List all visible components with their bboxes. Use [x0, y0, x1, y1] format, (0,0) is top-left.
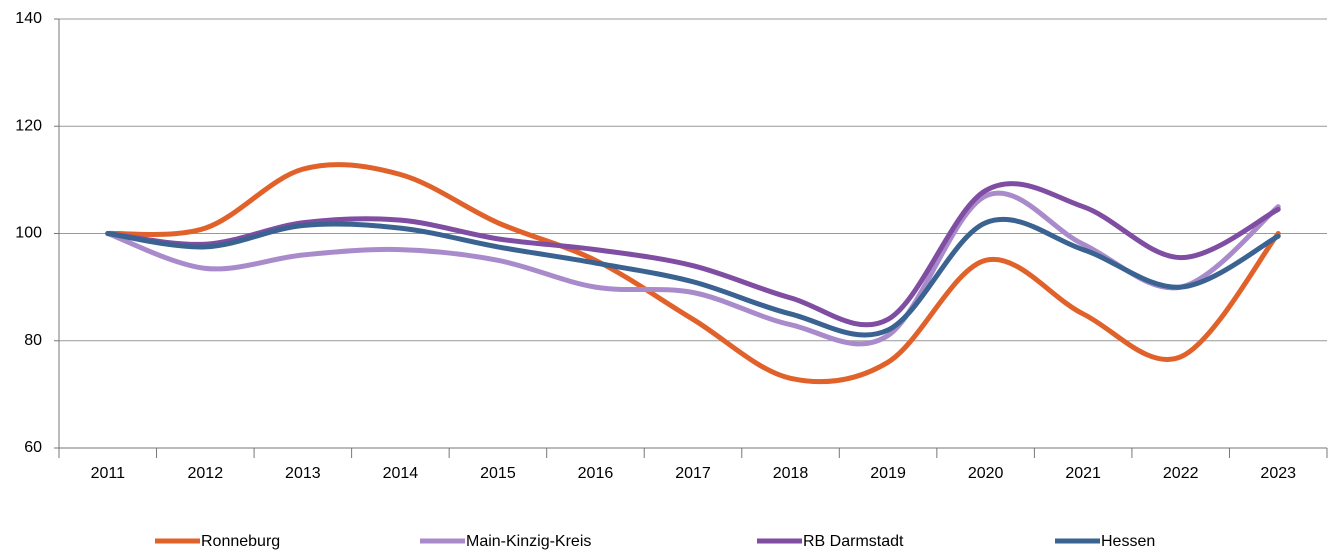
x-tick-label: 2017: [675, 465, 711, 482]
legend-label: Main-Kinzig-Kreis: [466, 533, 591, 550]
x-tick-label: 2021: [1065, 465, 1101, 482]
x-tick-label: 2014: [383, 465, 419, 482]
x-tick-label: 2020: [968, 465, 1004, 482]
series-line: [105, 190, 1281, 347]
y-tick-label: 60: [24, 439, 42, 456]
x-tick-label: 2019: [870, 465, 906, 482]
x-tick-label: 2011: [91, 465, 126, 482]
y-tick-label: 100: [15, 225, 42, 242]
x-tick-label: 2022: [1163, 465, 1199, 482]
x-tick-label: 2015: [480, 465, 516, 482]
y-tick-label: 140: [15, 10, 42, 27]
y-tick-label: 120: [15, 117, 42, 134]
legend-label: RB Darmstadt: [803, 533, 904, 550]
legend-label: Ronneburg: [201, 533, 280, 550]
series-line: [105, 216, 1281, 338]
x-tick-label: 2013: [285, 465, 321, 482]
series-line: [105, 162, 1281, 385]
x-tick-label: 2023: [1260, 465, 1296, 482]
series-line: [105, 181, 1281, 328]
legend-label: Hessen: [1101, 533, 1155, 550]
x-tick-label: 2018: [773, 465, 809, 482]
x-tick-label: 2016: [578, 465, 614, 482]
x-tick-label: 2012: [188, 465, 224, 482]
y-tick-label: 80: [24, 332, 42, 349]
